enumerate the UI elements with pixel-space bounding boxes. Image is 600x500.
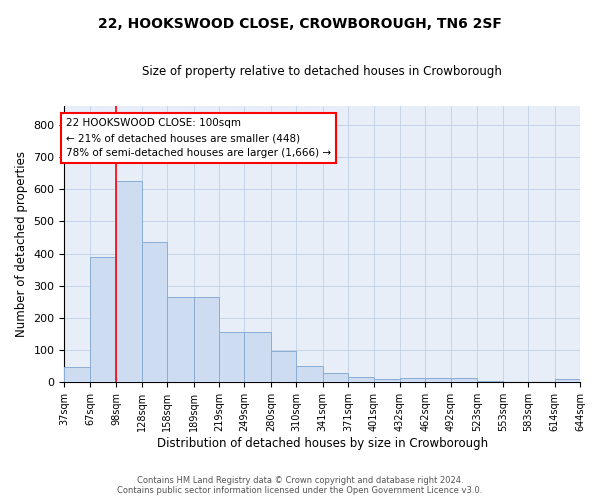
Text: 22 HOOKSWOOD CLOSE: 100sqm
← 21% of detached houses are smaller (448)
78% of sem: 22 HOOKSWOOD CLOSE: 100sqm ← 21% of deta… xyxy=(66,118,331,158)
Bar xyxy=(425,378,451,382)
Bar xyxy=(554,379,580,382)
Bar xyxy=(90,258,116,382)
Bar xyxy=(167,297,194,382)
Text: 22, HOOKSWOOD CLOSE, CROWBOROUGH, TN6 2SF: 22, HOOKSWOOD CLOSE, CROWBOROUGH, TN6 2S… xyxy=(98,18,502,32)
Bar xyxy=(116,180,142,382)
Bar xyxy=(348,377,374,382)
Bar xyxy=(400,378,425,382)
Bar xyxy=(194,297,219,382)
Bar xyxy=(271,351,296,382)
Title: Size of property relative to detached houses in Crowborough: Size of property relative to detached ho… xyxy=(142,65,502,78)
Bar xyxy=(64,367,90,382)
Bar xyxy=(219,332,244,382)
Bar xyxy=(296,366,323,382)
Y-axis label: Number of detached properties: Number of detached properties xyxy=(15,151,28,337)
Bar xyxy=(244,332,271,382)
X-axis label: Distribution of detached houses by size in Crowborough: Distribution of detached houses by size … xyxy=(157,437,488,450)
Bar xyxy=(142,242,167,382)
Bar xyxy=(374,379,400,382)
Text: Contains HM Land Registry data © Crown copyright and database right 2024.
Contai: Contains HM Land Registry data © Crown c… xyxy=(118,476,482,495)
Bar xyxy=(451,378,477,382)
Bar xyxy=(477,380,503,382)
Bar xyxy=(323,372,348,382)
